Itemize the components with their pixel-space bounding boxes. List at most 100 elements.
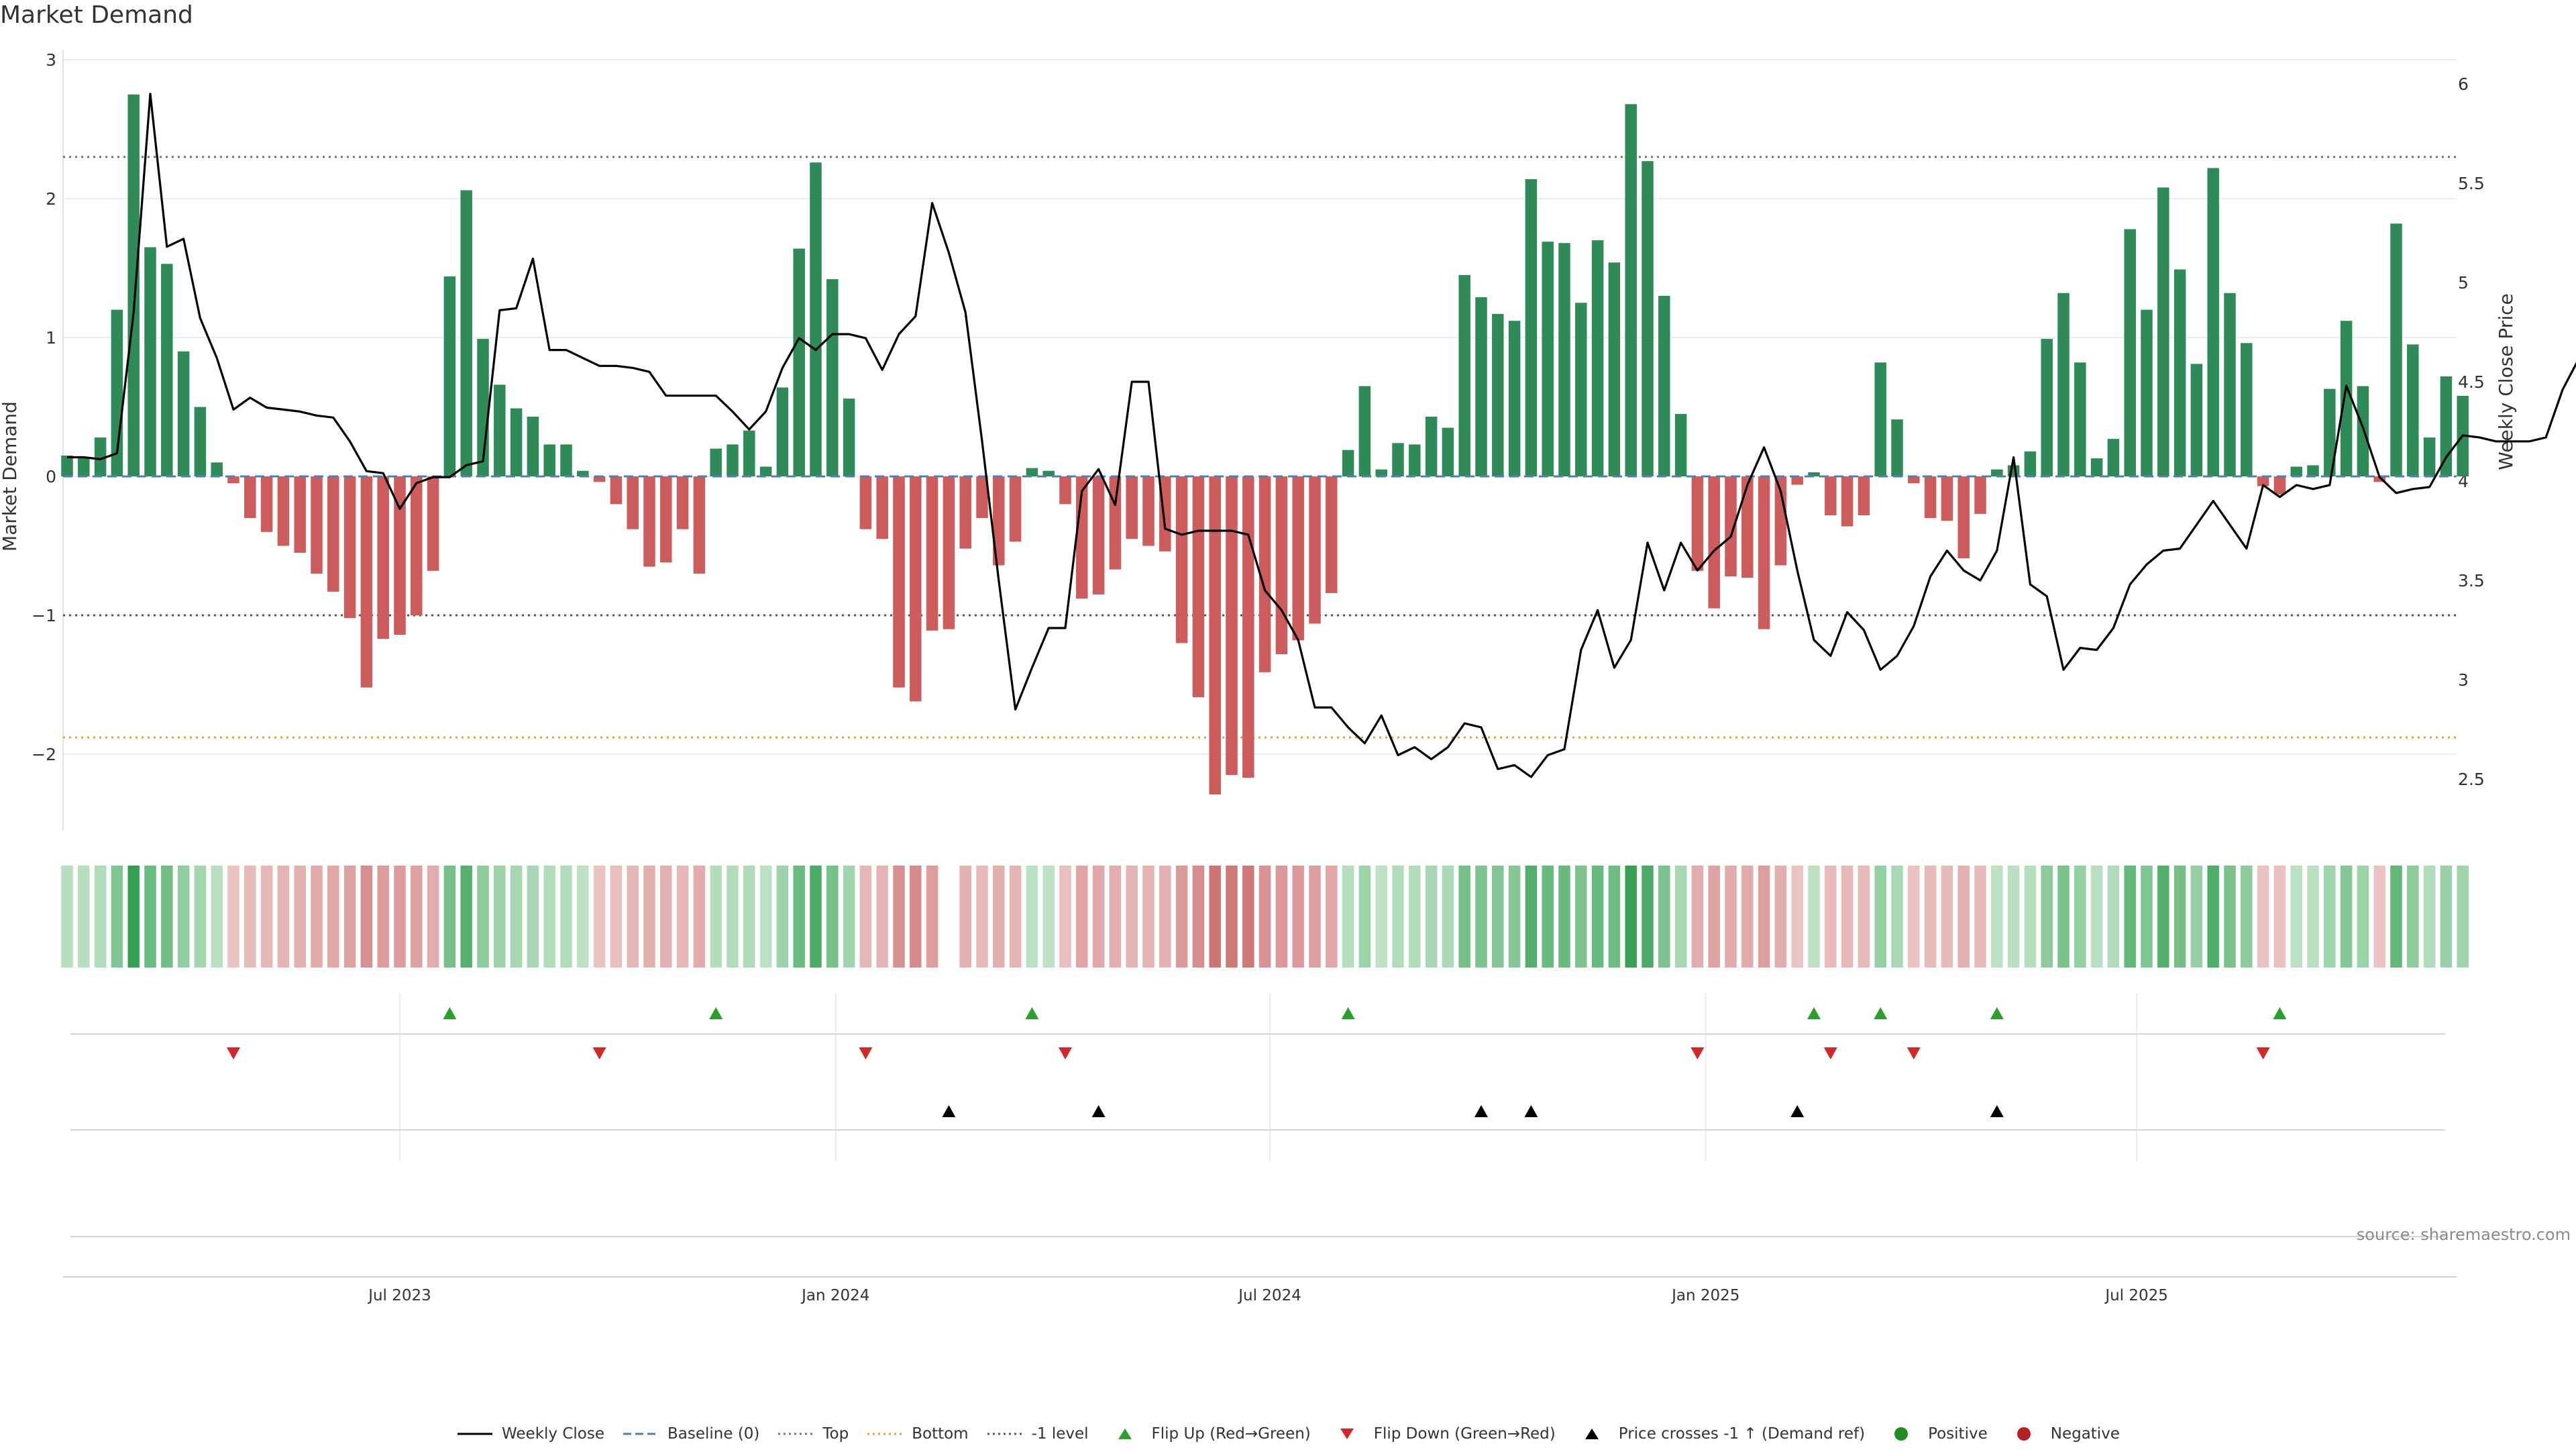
demand-bar	[1042, 470, 1055, 476]
legend-label-top: Top	[822, 1425, 849, 1443]
heat-cell	[1009, 866, 1022, 968]
heat-cell	[460, 866, 472, 968]
price-cross-marker	[1524, 1105, 1538, 1117]
y2-tick-label: 3	[2458, 670, 2469, 690]
heat-cell	[161, 866, 173, 968]
heat-cell	[1226, 866, 1238, 968]
heat-cell	[1425, 866, 1438, 968]
y-tick-label: −2	[32, 745, 56, 764]
legend-label-flip-down: Flip Down (Green→Red)	[1373, 1425, 1556, 1443]
heat-cell	[577, 866, 589, 968]
price-cross-marker	[1790, 1105, 1805, 1117]
weekly-close-line	[67, 93, 2576, 778]
heat-cell	[2041, 866, 2053, 968]
demand-bar	[2090, 458, 2103, 476]
demand-bar	[2224, 293, 2236, 476]
legend-label-negative: Negative	[2050, 1425, 2120, 1443]
demand-bar	[759, 466, 772, 476]
x-tick-label: Jan 2024	[800, 1287, 869, 1304]
demand-bar	[1908, 476, 1920, 484]
heat-cell	[2273, 866, 2286, 968]
heat-cell	[2057, 866, 2070, 968]
demand-bar	[843, 399, 855, 476]
heat-cell	[1575, 866, 1587, 968]
heat-cell	[2390, 866, 2402, 968]
legend-swatch-baseline	[623, 1433, 658, 1435]
demand-bar	[2141, 309, 2153, 476]
heat-cell	[94, 866, 107, 968]
demand-bar	[1275, 476, 1288, 654]
heat-cell	[1109, 866, 1122, 968]
demand-bar	[1642, 161, 1654, 477]
heat-cell	[1409, 866, 1421, 968]
demand-bar	[943, 476, 955, 629]
demand-bar	[1825, 476, 1837, 515]
heat-cell	[2423, 866, 2436, 968]
demand-bar	[676, 476, 689, 529]
demand-bar	[710, 448, 722, 476]
heat-cell	[859, 866, 872, 968]
demand-bar	[1725, 476, 1737, 577]
heat-cell	[1558, 866, 1570, 968]
heat-cell	[959, 866, 971, 968]
heat-cell	[1026, 866, 1038, 968]
heat-cell	[1275, 866, 1288, 968]
heat-cell	[227, 866, 239, 968]
demand-bar	[78, 457, 90, 476]
heat-cell	[260, 866, 273, 968]
heat-cell	[1674, 866, 1687, 968]
price-cross-marker	[1990, 1105, 2004, 1117]
heat-cell	[1858, 866, 1870, 968]
demand-bar	[1558, 243, 1570, 476]
flip-down-marker	[1907, 1047, 1921, 1059]
heat-cell	[2207, 866, 2219, 968]
demand-bar	[893, 476, 905, 688]
heat-cell	[211, 866, 223, 968]
legend-item-flip-down: Flip Down (Green→Red)	[1328, 1425, 1556, 1443]
heat-cell	[1126, 866, 1138, 968]
heat-cell	[643, 866, 655, 968]
heat-cell	[660, 866, 672, 968]
source-attribution: source: sharemaestro.com	[2356, 1225, 2571, 1244]
heat-cell	[78, 866, 90, 968]
heat-cell	[1358, 866, 1371, 968]
heat-cell	[411, 866, 423, 968]
flip-up-marker	[443, 1007, 457, 1019]
demand-bar	[1841, 476, 1854, 527]
demand-bar	[959, 476, 971, 549]
y-tick-label: 3	[46, 50, 56, 70]
heat-cell	[1258, 866, 1271, 968]
heat-cell	[144, 866, 156, 968]
heat-cell	[2074, 866, 2086, 968]
flip-down-marker	[1823, 1047, 1837, 1059]
heat-cell	[510, 866, 523, 968]
x-tick-label: Jan 2025	[1670, 1287, 1739, 1304]
demand-bar	[1691, 476, 1704, 571]
legend-swatch-minus1	[987, 1433, 1022, 1435]
heat-cell	[1142, 866, 1155, 968]
heat-cell	[1774, 866, 1787, 968]
heat-cell	[1542, 866, 1554, 968]
demand-bar	[1658, 295, 1670, 476]
legend-mark-price-cross	[1585, 1429, 1599, 1439]
demand-bar	[1991, 469, 2003, 476]
demand-bar	[1192, 476, 1205, 698]
demand-bar	[577, 470, 589, 476]
demand-bar	[260, 476, 273, 532]
demand-bar	[1226, 476, 1238, 776]
legend-label-minus1: -1 level	[1031, 1425, 1089, 1443]
flip-down-marker	[2256, 1047, 2270, 1059]
heat-cell	[1076, 866, 1088, 968]
page-title: Market Demand	[0, 1, 193, 29]
demand-bar	[1708, 476, 1720, 609]
legend-item-positive: Positive	[1882, 1425, 1988, 1443]
legend-item-negative: Negative	[2005, 1425, 2120, 1443]
heat-cell	[494, 866, 506, 968]
heat-cell	[1625, 866, 1637, 968]
heat-cell	[1175, 866, 1188, 968]
heat-cell	[2357, 866, 2369, 968]
demand-bar	[2407, 344, 2419, 476]
legend-label-weekly-close: Weekly Close	[502, 1425, 604, 1443]
demand-bar	[2273, 476, 2286, 495]
legend-mark-negative	[2017, 1427, 2031, 1441]
